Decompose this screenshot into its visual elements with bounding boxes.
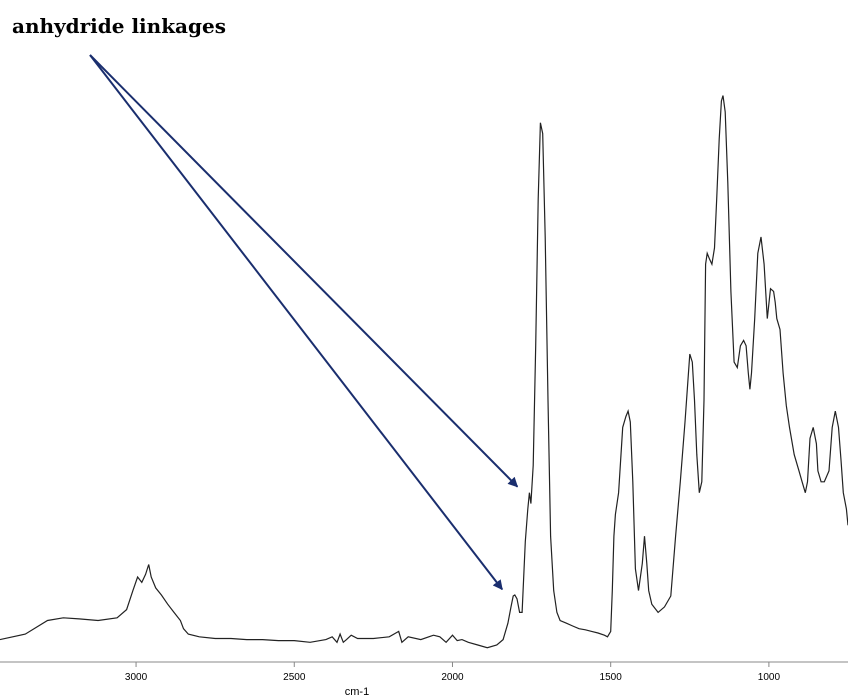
spectrum-line (0, 95, 848, 649)
annotation-label: anhydride linkages (12, 14, 226, 38)
x-axis-label: cm-1 (345, 686, 369, 698)
annotation-arrows (89, 54, 519, 591)
annotation-arrow-1 (89, 54, 519, 488)
x-tick-label: 1500 (600, 672, 623, 683)
x-tick-label: 2000 (441, 672, 464, 683)
annotation-arrow-2 (89, 54, 503, 591)
x-tick-label: 3000 (125, 672, 148, 683)
x-tick-label: 1000 (758, 672, 781, 683)
x-axis-ticks: 3000 2500 2000 1500 1000 (125, 662, 781, 683)
x-tick-label: 2500 (283, 672, 306, 683)
